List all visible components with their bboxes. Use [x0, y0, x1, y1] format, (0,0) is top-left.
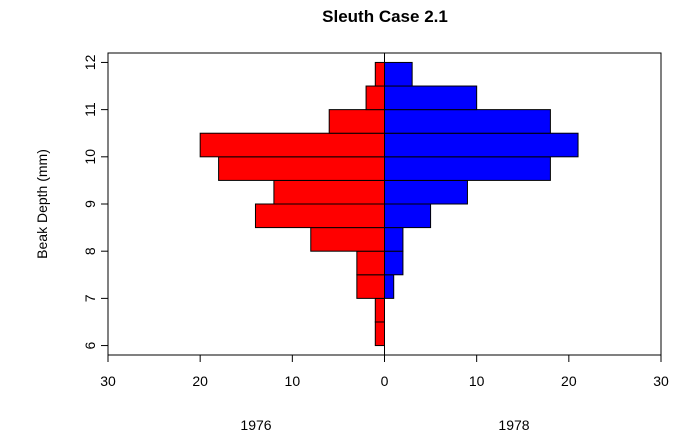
right-series-label: 1978 — [498, 417, 529, 433]
bar-left-0 — [374, 321, 385, 347]
bar-left-5 — [254, 203, 385, 229]
y-axis: 6 7 8 9 10 11 12 — [82, 54, 108, 349]
y-tick-label-1: 7 — [82, 294, 98, 302]
bar-left-2 — [356, 274, 386, 299]
y-tick-label-5: 11 — [82, 102, 98, 117]
x-axis: 30 20 10 0 10 20 30 — [100, 355, 669, 389]
bar-right-10 — [384, 85, 478, 111]
y-tick-label-2: 8 — [82, 247, 98, 255]
x-tick-label-0: 30 — [100, 373, 116, 389]
bar-right-6 — [384, 179, 468, 205]
bar-right-11 — [384, 61, 413, 87]
bar-left-6 — [273, 179, 385, 205]
x-tick-label-3: 0 — [381, 373, 389, 389]
bar-right-8 — [384, 132, 579, 158]
bar-right-7 — [384, 156, 551, 181]
y-tick-label-6: 12 — [82, 54, 98, 70]
bars-layer — [199, 61, 579, 347]
bar-right-9 — [384, 109, 551, 134]
y-tick-label-3: 9 — [82, 200, 98, 208]
chart-title: Sleuth Case 2.1 — [322, 7, 448, 26]
bar-right-3 — [384, 250, 404, 276]
bar-left-11 — [374, 61, 385, 87]
x-tick-label-5: 20 — [561, 373, 577, 389]
bar-left-7 — [218, 156, 385, 181]
bar-right-2 — [384, 274, 395, 299]
x-tick-label-4: 10 — [469, 373, 485, 389]
y-tick-label-4: 10 — [82, 149, 98, 165]
bar-left-1 — [374, 297, 385, 323]
y-axis-label: Beak Depth (mm) — [34, 149, 50, 259]
bar-left-4 — [310, 227, 385, 252]
bar-right-5 — [384, 203, 432, 229]
bar-left-8 — [199, 132, 385, 158]
x-tick-label-1: 20 — [192, 373, 208, 389]
left-series-label: 1976 — [240, 417, 271, 433]
x-tick-label-6: 30 — [653, 373, 669, 389]
bar-right-4 — [384, 227, 404, 252]
bar-left-9 — [328, 109, 386, 134]
x-tick-label-2: 10 — [285, 373, 301, 389]
bar-left-10 — [365, 85, 386, 111]
y-tick-label-0: 6 — [82, 341, 98, 349]
bar-left-3 — [356, 250, 386, 276]
